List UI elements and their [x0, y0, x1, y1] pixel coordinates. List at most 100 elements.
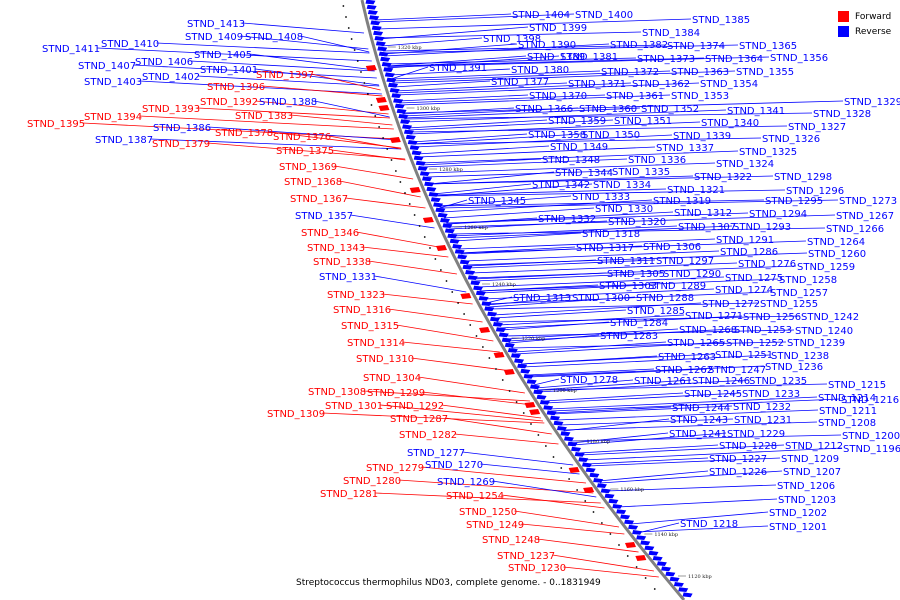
- leader-line: [571, 432, 669, 444]
- reverse-gene-arrow: [407, 140, 418, 145]
- reverse-gene-arrow: [400, 119, 411, 124]
- gene-label: STND_1230: [508, 563, 566, 574]
- gene-label: STND_1381: [560, 52, 618, 63]
- feature-dot: [418, 225, 421, 227]
- gene-label: STND_1300: [572, 293, 630, 304]
- leader-line: [587, 457, 781, 467]
- leader-line: [487, 296, 572, 306]
- genome-caption: Streptococcus thermophilus ND03, complet…: [296, 578, 601, 588]
- reverse-gene-arrow: [481, 301, 492, 306]
- leader-line: [451, 227, 826, 235]
- gene-label: STND_1337: [656, 143, 714, 154]
- forward-gene-arrow: [365, 65, 377, 71]
- gene-label: STND_1324: [716, 159, 774, 170]
- feature-dot: [481, 346, 484, 348]
- gene-label: STND_1212: [785, 441, 843, 452]
- forward-gene-arrow: [422, 217, 434, 223]
- tick-label: 1240 kbp: [492, 282, 516, 288]
- reverse-gene-arrow: [428, 192, 439, 197]
- reverse-gene-arrow: [405, 134, 416, 140]
- reverse-gene-arrow: [539, 400, 550, 405]
- reverse-gene-arrow: [504, 342, 515, 348]
- reverse-gene-arrow: [411, 150, 422, 156]
- reverse-gene-arrow: [413, 155, 424, 161]
- gene-label: STND_1332: [538, 214, 596, 225]
- feature-dot: [360, 71, 362, 73]
- feature-dot: [635, 566, 638, 568]
- gene-label: STND_1363: [671, 67, 729, 78]
- gene-label: STND_1265: [667, 338, 725, 349]
- leader-line: [550, 398, 841, 412]
- leader-line: [443, 207, 595, 219]
- reverse-gene-arrow: [510, 353, 521, 358]
- gene-label: STND_1310: [356, 354, 414, 365]
- leader-line: [345, 197, 426, 209]
- leader-line: [394, 82, 568, 92]
- leader-line: [382, 293, 473, 305]
- leader-line: [556, 409, 819, 421]
- gene-label: STND_1376: [273, 132, 331, 143]
- feature-dot: [423, 236, 426, 238]
- gene-label: STND_1313: [513, 293, 571, 304]
- reverse-gene-arrow: [644, 545, 655, 551]
- leader-line: [395, 82, 632, 94]
- gene-label: STND_1393: [142, 104, 200, 115]
- gene-label: STND_1298: [774, 172, 832, 183]
- gene-label: STND_1236: [765, 362, 823, 373]
- gene-label: STND_1238: [771, 351, 829, 362]
- gene-label: STND_1308: [308, 387, 366, 398]
- gene-label: STND_1319: [653, 196, 711, 207]
- leader-line: [300, 35, 370, 53]
- gene-label: STND_1271: [685, 311, 743, 322]
- gene-label: STND_1407: [78, 61, 136, 72]
- gene-label: STND_1326: [762, 134, 820, 145]
- reverse-gene-arrow: [426, 186, 437, 192]
- reverse-gene-arrow: [380, 56, 391, 62]
- leader-line: [387, 57, 705, 67]
- gene-label: STND_1408: [245, 32, 303, 43]
- reverse-gene-arrow: [556, 426, 567, 431]
- tick-label: 1320 kbp: [398, 45, 422, 51]
- leader-line: [511, 341, 787, 349]
- leader-line: [417, 145, 550, 155]
- gene-label: STND_1202: [769, 508, 827, 519]
- leader-line: [545, 392, 742, 404]
- leader-line: [375, 492, 601, 504]
- reverse-gene-arrow: [553, 420, 564, 426]
- gene-label: STND_1284: [610, 318, 668, 329]
- reverse-gene-arrow: [462, 264, 473, 270]
- reverse-gene-arrow: [514, 358, 525, 364]
- leader-line: [363, 390, 530, 402]
- gene-label: STND_1261: [634, 376, 692, 387]
- leader-line: [586, 457, 709, 465]
- gene-label: STND_1266: [826, 224, 884, 235]
- feature-dot: [530, 423, 532, 425]
- leader-line: [411, 357, 512, 372]
- legend-forward-label: Forward: [855, 11, 892, 22]
- leader-line: [488, 296, 636, 308]
- leader-line: [381, 37, 483, 47]
- reverse-gene-arrow: [417, 166, 428, 171]
- leader-line: [434, 189, 786, 197]
- reverse-gene-arrow: [665, 571, 676, 577]
- leader-line: [139, 115, 394, 130]
- forward-gene-arrow: [409, 187, 421, 193]
- gene-label: STND_1346: [301, 228, 359, 239]
- gene-label: STND_1368: [284, 177, 342, 188]
- feature-dot: [457, 302, 460, 304]
- leader-line: [552, 405, 733, 415]
- reverse-gene-arrow: [550, 415, 561, 421]
- tick-label: 1120 kbp: [688, 574, 712, 580]
- reverse-gene-arrow: [444, 228, 455, 234]
- leader-line: [413, 133, 582, 145]
- reverse-gene-arrow: [384, 72, 395, 78]
- leader-line: [521, 523, 625, 535]
- leader-line: [464, 250, 720, 262]
- forward-gene-arrow: [389, 137, 401, 143]
- gene-label: STND_1268: [679, 325, 737, 336]
- gene-label: STND_1360: [579, 104, 637, 115]
- reverse-gene-arrow: [484, 306, 495, 312]
- gene-label: STND_1359: [548, 116, 606, 127]
- gene-label: STND_1277: [407, 448, 465, 459]
- reverse-gene-arrow: [682, 592, 693, 598]
